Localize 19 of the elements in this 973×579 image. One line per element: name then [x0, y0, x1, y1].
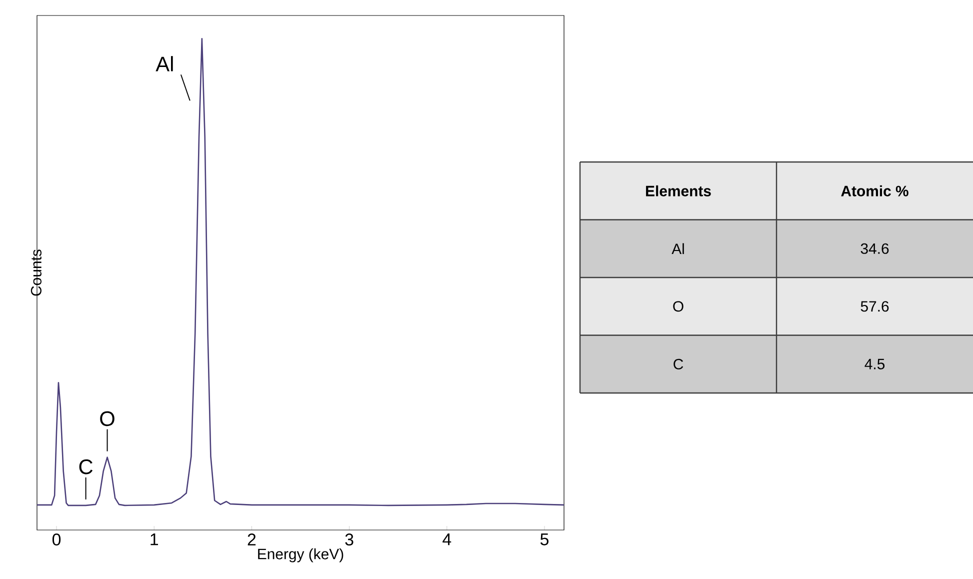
x-tick-label: 5 — [540, 534, 548, 546]
text: Atomic % — [841, 185, 908, 196]
x-axis-title: Energy (keV) — [258, 548, 344, 562]
x-tick-label: 3 — [345, 534, 354, 546]
text: Elements — [646, 185, 711, 196]
annotation: O — [100, 411, 114, 426]
data-label: 57.6 — [860, 301, 889, 312]
x-tick-label: 4 — [442, 534, 452, 546]
category-label: C — [674, 358, 684, 370]
category-label: O — [673, 301, 684, 312]
data-label: 34.6 — [860, 243, 889, 254]
data-label: 4.5 — [864, 358, 885, 370]
category-label: Al — [672, 243, 684, 254]
x-tick-label: 0 — [52, 534, 61, 546]
y-axis-title: Counts — [30, 250, 42, 296]
annotation: C — [79, 459, 93, 474]
x-tick-label: 1 — [150, 534, 158, 546]
annotation: Al — [156, 56, 173, 72]
x-tick-label: 2 — [248, 534, 256, 546]
